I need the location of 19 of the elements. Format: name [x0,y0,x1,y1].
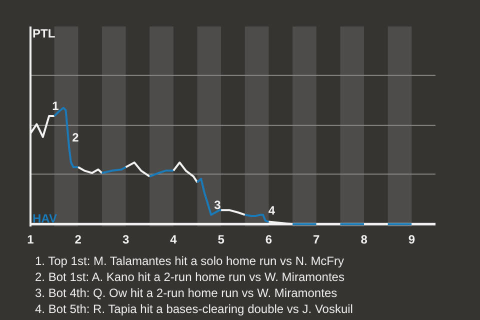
annotation: HAV [32,212,57,226]
x-tick-label: 8 [360,232,368,246]
x-tick-label: 2 [74,232,82,246]
x-tick-label: 5 [218,232,225,246]
text: PTL [32,26,56,40]
text: 2. Bot 1st: A. Kano hit a 2-run home run vs W. Miramontes [35,269,346,285]
text: 4. Bot 5th: R. Tapia hit a bases-clearing double vs J. Voskuil [35,301,353,317]
x-tick-label: 7 [313,232,320,246]
x-tick-label: 6 [265,232,272,246]
x-tick-label: 4 [170,232,178,246]
text: 3. Bot 4th: Q. Ow hit a 2-run home run vs W. Miramontes [35,285,338,301]
x-tick-label: 1 [27,232,34,246]
annotation: 4 [268,204,276,218]
x-tick-label: 9 [408,232,416,246]
x-tick-label: 3 [122,232,130,246]
annotation: 3 [214,198,222,212]
annotation: 1 [52,99,60,114]
annotation: 2 [72,130,80,144]
text: 1. Top 1st: M. Talamantes hit a solo home run vs N. McFry [35,253,346,269]
